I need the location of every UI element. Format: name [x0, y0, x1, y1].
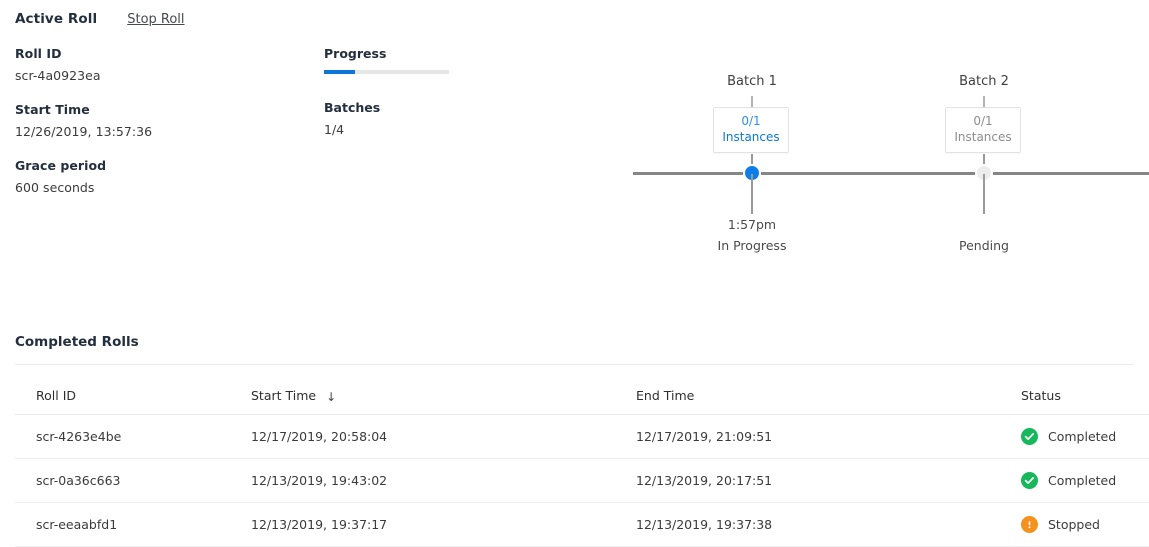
batch-timeline: Batch 1 0/1 Instances 1:57pm In Progress…: [633, 74, 1149, 253]
column-header-roll-id[interactable]: Roll ID: [15, 378, 251, 415]
table-header-row: Roll ID Start Time ↓ End Time Status: [15, 378, 1149, 415]
exclamation-circle-icon: [1021, 516, 1038, 533]
batches-section: Batches 1/4: [324, 100, 524, 137]
column-header-label: End Time: [636, 388, 695, 403]
completed-rolls-title: Completed Rolls: [15, 334, 139, 350]
progress-label: Progress: [324, 46, 387, 61]
page-title: Active Roll: [15, 11, 98, 27]
status-label: Completed: [1048, 473, 1117, 488]
completed-rolls-table: Roll ID Start Time ↓ End Time Status scr-…: [15, 378, 1149, 547]
cell-roll-id: scr-4263e4be: [15, 414, 251, 459]
table-row[interactable]: scr-eeaabfd1 12/13/2019, 19:37:17 12/13/…: [15, 502, 1149, 547]
batch-state: Pending: [959, 238, 1009, 253]
cell-roll-id: scr-eeaabfd1: [15, 502, 251, 547]
field-value: scr-4a0923ea: [15, 68, 101, 83]
field-label: Roll ID: [15, 46, 62, 61]
batch-instances-card: 0/1 Instances: [713, 107, 789, 153]
column-header-start-time[interactable]: Start Time ↓: [251, 378, 636, 415]
cell-status: Stopped: [1021, 502, 1149, 547]
batch-instance-count: 0/1: [973, 114, 993, 129]
column-header-label: Status: [1021, 388, 1061, 403]
cell-start-time: 12/13/2019, 19:37:17: [251, 502, 636, 547]
cell-start-time: 12/17/2019, 20:58:04: [251, 414, 636, 459]
batches-label: Batches: [324, 100, 381, 115]
table-row[interactable]: scr-0a36c663 12/13/2019, 19:43:02 12/13/…: [15, 458, 1149, 503]
column-header-label: Roll ID: [36, 388, 77, 403]
cell-end-time: 12/13/2019, 19:37:38: [636, 502, 1021, 547]
batch-title: Batch 2: [959, 74, 1009, 89]
column-header-status[interactable]: Status: [1021, 378, 1149, 415]
field-grace-period: Grace period 600 seconds: [15, 158, 305, 195]
table-row[interactable]: scr-4263e4be 12/17/2019, 20:58:04 12/17/…: [15, 414, 1149, 459]
status-label: Stopped: [1048, 517, 1100, 532]
field-start-time: Start Time 12/26/2019, 13:57:36: [15, 102, 305, 139]
batch-state: In Progress: [717, 238, 787, 253]
cell-end-time: 12/13/2019, 20:17:51: [636, 458, 1021, 503]
status-label: Completed: [1048, 429, 1117, 444]
column-header-end-time[interactable]: End Time: [636, 378, 1021, 415]
section-divider: [15, 364, 1134, 365]
cell-roll-id: scr-0a36c663: [15, 458, 251, 503]
progress-bar-fill: [324, 70, 356, 74]
column-header-label: Start Time: [251, 388, 317, 403]
cell-end-time: 12/17/2019, 21:09:51: [636, 414, 1021, 459]
cell-status: Completed: [1021, 458, 1149, 503]
progress-bar: [324, 70, 449, 74]
timeline-axis: [633, 172, 1149, 175]
field-roll-id: Roll ID scr-4a0923ea: [15, 46, 305, 83]
field-value: 12/26/2019, 13:57:36: [15, 124, 153, 139]
batch-title: Batch 1: [727, 74, 777, 89]
connector-bottom: [751, 174, 753, 214]
field-label: Start Time: [15, 102, 90, 117]
check-circle-icon: [1021, 472, 1038, 489]
batch-instance-count: 0/1: [741, 114, 761, 129]
cell-status: Completed: [1021, 414, 1149, 459]
batch-instance-unit: Instances: [954, 130, 1012, 144]
active-roll-header: Active Roll Stop Roll: [15, 11, 185, 27]
cell-start-time: 12/13/2019, 19:43:02: [251, 458, 636, 503]
progress-section: Progress Batches 1/4: [324, 46, 524, 137]
field-label: Grace period: [15, 158, 107, 173]
field-value: 600 seconds: [15, 180, 95, 195]
sort-descending-icon[interactable]: ↓: [326, 390, 337, 404]
batches-value: 1/4: [324, 122, 345, 137]
batch-instance-unit: Instances: [722, 130, 780, 144]
stop-roll-link[interactable]: Stop Roll: [127, 12, 185, 27]
check-circle-icon: [1021, 428, 1038, 445]
batch-time: 1:57pm: [727, 217, 777, 232]
connector-top: [983, 96, 985, 108]
connector-top: [751, 96, 753, 108]
batch-instances-card: 0/1 Instances: [945, 107, 1021, 153]
connector-bottom: [983, 174, 985, 214]
active-roll-details: Roll ID scr-4a0923ea Start Time 12/26/20…: [15, 46, 305, 195]
